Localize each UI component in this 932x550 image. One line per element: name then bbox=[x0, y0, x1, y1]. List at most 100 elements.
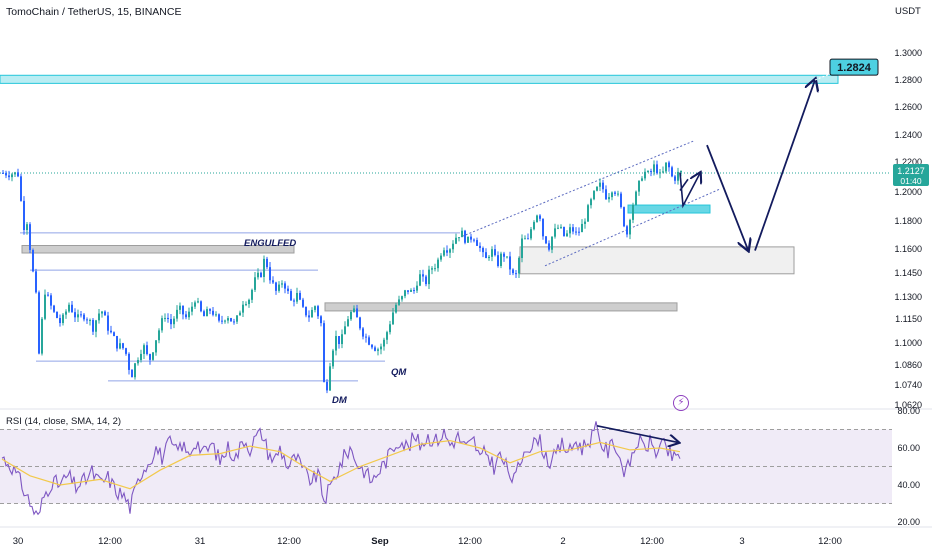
candle-body bbox=[551, 236, 553, 250]
candle-body bbox=[83, 314, 85, 320]
candle-body bbox=[188, 311, 190, 318]
candle-body bbox=[392, 312, 394, 325]
candle-body bbox=[554, 228, 556, 237]
candle-body bbox=[497, 255, 499, 266]
candle-body bbox=[653, 164, 655, 172]
price-tick-label: 1.0620 bbox=[894, 400, 922, 410]
qm-label: QM bbox=[391, 367, 407, 378]
candle-body bbox=[443, 250, 445, 256]
candle-body bbox=[104, 311, 106, 316]
entry-zone bbox=[627, 204, 711, 214]
candle-body bbox=[98, 313, 100, 321]
candle-body bbox=[575, 231, 577, 233]
candle-body bbox=[341, 334, 343, 345]
candle-body bbox=[386, 332, 388, 340]
candle-body bbox=[158, 330, 160, 341]
candle-body bbox=[542, 218, 544, 237]
candle-body bbox=[14, 172, 16, 175]
lightning-icon[interactable]: ⚡ bbox=[673, 395, 689, 411]
candle-body bbox=[404, 290, 406, 297]
candle-body bbox=[416, 285, 418, 291]
candle-body bbox=[656, 164, 658, 174]
candle-body bbox=[38, 292, 40, 354]
candle-body bbox=[647, 170, 649, 172]
candle-body bbox=[260, 272, 262, 277]
price-tick-label: 1.0740 bbox=[894, 380, 922, 390]
candle-body bbox=[218, 314, 220, 321]
candle-body bbox=[569, 227, 571, 234]
candle-body bbox=[290, 291, 292, 301]
last-price-value: 1.2127 bbox=[897, 166, 925, 176]
pullback-arrow bbox=[679, 173, 700, 209]
candle-body bbox=[620, 193, 622, 208]
candle-body bbox=[410, 290, 412, 292]
candle-body bbox=[179, 305, 181, 310]
candle-body bbox=[503, 253, 505, 257]
candle-body bbox=[191, 306, 193, 312]
candle-body bbox=[419, 274, 421, 286]
candle-body bbox=[182, 305, 184, 315]
candle-body bbox=[272, 280, 274, 283]
candle-body bbox=[482, 247, 484, 253]
price-tick-label: 1.3000 bbox=[894, 48, 922, 58]
candle-body bbox=[128, 353, 130, 370]
time-tick-label: 31 bbox=[195, 536, 206, 547]
candle-body bbox=[194, 302, 196, 307]
candle-body bbox=[539, 215, 541, 219]
candle-body bbox=[332, 350, 334, 367]
candle-body bbox=[254, 277, 256, 290]
candle-body bbox=[458, 237, 460, 239]
candle-body bbox=[329, 366, 331, 391]
candle-body bbox=[35, 271, 37, 293]
last-price-tag bbox=[893, 163, 929, 186]
candle-body bbox=[53, 305, 55, 312]
candle-body bbox=[263, 258, 265, 277]
candle-body bbox=[641, 178, 643, 181]
currency-label[interactable]: USDT bbox=[895, 6, 921, 17]
candle-body bbox=[602, 182, 604, 190]
candle-body bbox=[71, 304, 73, 313]
candle-body bbox=[320, 316, 322, 324]
candle-body bbox=[557, 227, 559, 229]
candle-body bbox=[209, 309, 211, 311]
time-tick-label: Sep bbox=[371, 536, 389, 547]
candle-body bbox=[347, 319, 349, 327]
candle-body bbox=[275, 282, 277, 291]
candle-body bbox=[479, 245, 481, 248]
candle-body bbox=[317, 306, 319, 317]
candle-body bbox=[506, 256, 508, 258]
price-tick-label: 1.1800 bbox=[894, 216, 922, 226]
candle-body bbox=[17, 172, 19, 177]
candle-body bbox=[245, 304, 247, 306]
candle-body bbox=[425, 276, 427, 285]
candle-body bbox=[545, 236, 547, 244]
candle-body bbox=[623, 207, 625, 227]
candle-body bbox=[500, 253, 502, 266]
candle-body bbox=[560, 226, 562, 228]
candle-body bbox=[257, 272, 259, 278]
candle-body bbox=[26, 224, 28, 231]
symbol-title[interactable]: TomoChain / TetherUS, 15, BINANCE bbox=[6, 6, 182, 18]
candle-body bbox=[659, 172, 661, 174]
candle-body bbox=[434, 268, 436, 270]
candle-body bbox=[323, 323, 325, 382]
candle-body bbox=[77, 314, 79, 318]
candle-body bbox=[305, 306, 307, 316]
price-tick-label: 1.1150 bbox=[895, 314, 922, 324]
candle-body bbox=[413, 290, 415, 292]
price-tick-label: 1.2000 bbox=[894, 187, 922, 197]
candle-body bbox=[428, 269, 430, 285]
candle-body bbox=[380, 346, 382, 350]
dm-label: DM bbox=[332, 395, 348, 406]
candle-body bbox=[152, 352, 154, 360]
candle-body bbox=[518, 258, 520, 274]
price-tick-label: 1.0860 bbox=[894, 360, 922, 370]
candle-body bbox=[401, 296, 403, 300]
candle-body bbox=[224, 320, 226, 322]
candle-body bbox=[677, 171, 679, 181]
support-zone bbox=[324, 302, 678, 312]
candle-body bbox=[86, 319, 88, 321]
candle-body bbox=[488, 256, 490, 259]
rsi-title[interactable]: RSI (14, close, SMA, 14, 2) bbox=[6, 416, 122, 427]
